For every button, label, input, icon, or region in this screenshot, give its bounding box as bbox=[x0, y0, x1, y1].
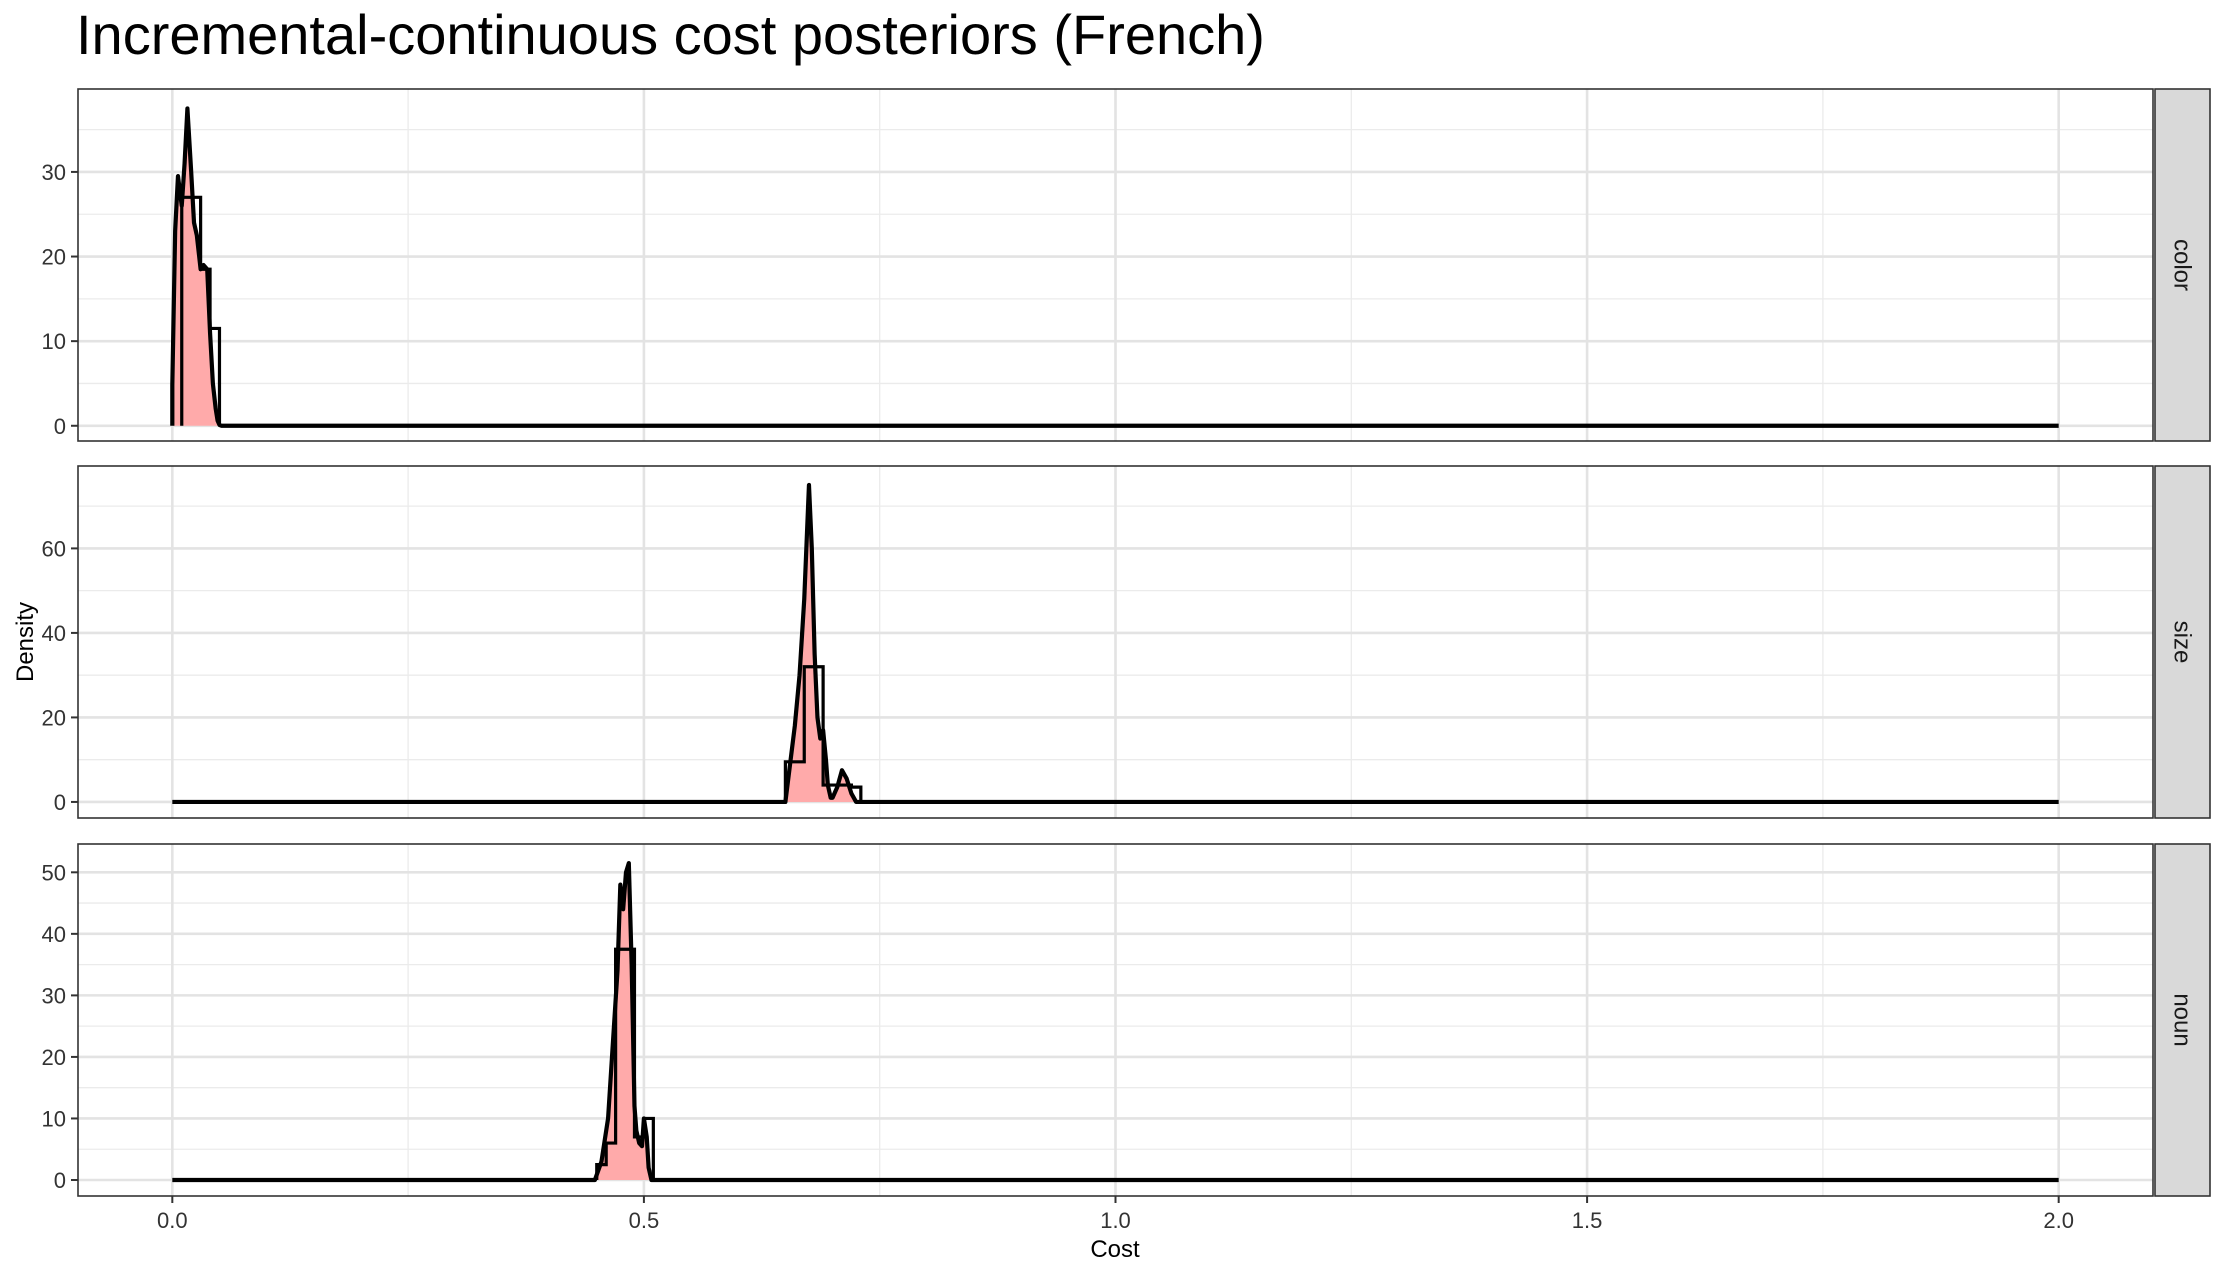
density-area bbox=[594, 863, 652, 1180]
facet-strip-label: noun bbox=[2169, 993, 2196, 1046]
facet-strip-label: color bbox=[2169, 239, 2196, 291]
density-line bbox=[172, 482, 2059, 805]
x-tick-label: 2.0 bbox=[2043, 1208, 2074, 1233]
y-tick-label: 30 bbox=[42, 983, 66, 1008]
density-line bbox=[172, 860, 2059, 1183]
facet-strip-label: size bbox=[2169, 621, 2196, 664]
y-tick-label: 0 bbox=[54, 414, 66, 439]
chart-title: Incremental-continuous cost posteriors (… bbox=[76, 3, 1265, 66]
y-tick-label: 20 bbox=[42, 245, 66, 270]
y-tick-label: 10 bbox=[42, 1106, 66, 1131]
facet-strip bbox=[2154, 465, 2211, 819]
y-tick-label: 30 bbox=[42, 160, 66, 185]
x-tick-label: 1.0 bbox=[1100, 1208, 1131, 1233]
x-tick-label: 0.5 bbox=[629, 1208, 660, 1233]
histogram-outline bbox=[783, 665, 863, 802]
y-tick-label: 50 bbox=[42, 860, 66, 885]
y-tick-label: 10 bbox=[42, 329, 66, 354]
y-tick-label: 20 bbox=[42, 705, 66, 730]
facet-strip bbox=[2154, 843, 2211, 1197]
x-tick-label: 1.5 bbox=[1572, 1208, 1603, 1233]
facet-size: 0 20 40 60 size bbox=[42, 465, 2211, 819]
y-tick-label: 40 bbox=[42, 922, 66, 947]
y-tick-label: 20 bbox=[42, 1045, 66, 1070]
x-tick-label: 0.0 bbox=[157, 1208, 188, 1233]
facet-strip bbox=[2154, 88, 2211, 442]
y-tick-label: 60 bbox=[42, 536, 66, 561]
y-axis-title: Density bbox=[12, 602, 39, 682]
y-tick-label: 0 bbox=[54, 790, 66, 815]
facet-noun: 0 10 20 30 40 50 noun bbox=[42, 843, 2211, 1197]
facet-color: 0 10 20 30 color bbox=[42, 88, 2211, 442]
y-tick-label: 0 bbox=[54, 1168, 66, 1193]
facet-panels: 0 10 20 30 color 0 20 40 60 size 0 10 20 30 40 50 noun bbox=[42, 88, 2211, 1197]
y-tick-label: 40 bbox=[42, 621, 66, 646]
density-line bbox=[170, 106, 2059, 428]
x-axis: 0.0 0.5 1.0 1.5 2.0 bbox=[157, 1196, 2074, 1233]
panel-border bbox=[77, 465, 2154, 819]
panel-border bbox=[77, 88, 2154, 442]
x-axis-title: Cost bbox=[1090, 1236, 1140, 1263]
